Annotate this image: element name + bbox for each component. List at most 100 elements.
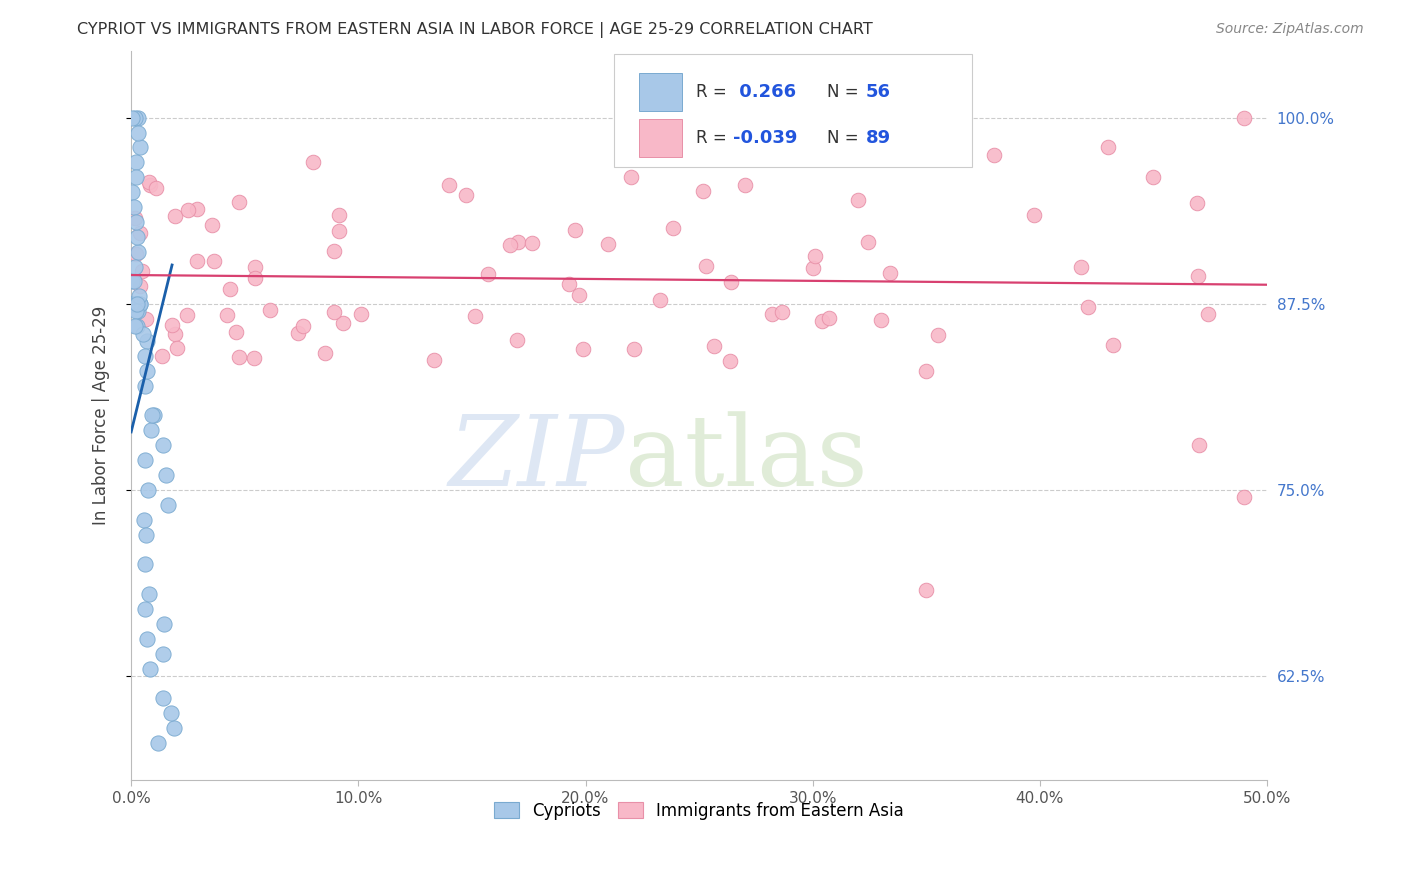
Point: [692, 184, 714, 198]
Point: [1188, 438, 1211, 452]
Point: [125, 304, 148, 318]
Point: [132, 513, 155, 527]
Point: [292, 319, 315, 334]
Point: [186, 254, 208, 268]
Point: [718, 354, 741, 368]
Point: [139, 423, 162, 437]
Point: [122, 275, 145, 289]
Point: [136, 483, 159, 497]
Point: [124, 111, 146, 125]
Point: [125, 297, 148, 311]
Point: [218, 282, 240, 296]
Point: [127, 244, 149, 259]
Point: [138, 587, 160, 601]
Point: [125, 155, 148, 169]
Point: [127, 111, 149, 125]
Point: [127, 126, 149, 140]
Point: [869, 313, 891, 327]
Point: [125, 246, 148, 260]
Point: [127, 229, 149, 244]
Point: [146, 736, 169, 750]
Point: [134, 453, 156, 467]
Text: R =: R =: [696, 83, 731, 102]
Point: [1197, 307, 1219, 321]
Point: [734, 178, 756, 192]
Point: [520, 236, 543, 251]
Point: [202, 254, 225, 268]
Point: [437, 178, 460, 192]
Text: CYPRIOT VS IMMIGRANTS FROM EASTERN ASIA IN LABOR FORCE | AGE 25-29 CORRELATION C: CYPRIOT VS IMMIGRANTS FROM EASTERN ASIA …: [77, 22, 873, 38]
Text: 56: 56: [866, 83, 891, 102]
Point: [121, 111, 143, 125]
Point: [131, 264, 153, 278]
Point: [322, 305, 344, 319]
Point: [166, 341, 188, 355]
Point: [568, 288, 591, 302]
Point: [703, 338, 725, 352]
Point: [125, 215, 148, 229]
Point: [132, 326, 155, 341]
Point: [129, 140, 152, 154]
Point: [155, 468, 177, 483]
Point: [122, 297, 145, 311]
Point: [314, 346, 336, 360]
Point: [163, 721, 186, 735]
Point: [259, 303, 281, 318]
Point: [124, 319, 146, 334]
Point: [124, 297, 146, 311]
Point: [152, 616, 174, 631]
Point: [287, 326, 309, 340]
Point: [558, 277, 581, 292]
Point: [122, 297, 145, 311]
Point: [801, 260, 824, 275]
Y-axis label: In Labor Force | Age 25-29: In Labor Force | Age 25-29: [93, 306, 110, 525]
Point: [1077, 300, 1099, 314]
Text: N =: N =: [828, 129, 865, 147]
Point: [818, 310, 841, 325]
Point: [648, 293, 671, 307]
Text: 0.266: 0.266: [733, 83, 796, 102]
Point: [508, 235, 530, 249]
Point: [176, 308, 198, 322]
Point: [150, 349, 173, 363]
Point: [242, 351, 264, 365]
Point: [243, 260, 266, 274]
Point: [157, 498, 180, 512]
Point: [134, 602, 156, 616]
Point: [1233, 491, 1256, 505]
Point: [323, 244, 346, 258]
Point: [332, 316, 354, 330]
Point: [499, 238, 522, 252]
Point: [506, 334, 529, 348]
Point: [121, 185, 143, 199]
Point: [1070, 260, 1092, 274]
Point: [142, 409, 165, 423]
Point: [125, 297, 148, 311]
Legend: Cypriots, Immigrants from Eastern Asia: Cypriots, Immigrants from Eastern Asia: [488, 796, 911, 827]
Point: [1102, 338, 1125, 352]
Point: [720, 275, 742, 289]
Point: [129, 278, 152, 293]
Point: [225, 325, 247, 339]
Text: N =: N =: [828, 83, 865, 102]
Point: [125, 170, 148, 185]
Point: [328, 224, 350, 238]
Point: [620, 170, 643, 185]
Point: [695, 259, 717, 273]
Point: [846, 193, 869, 207]
Point: [810, 314, 832, 328]
Point: [124, 211, 146, 226]
Point: [152, 691, 174, 706]
Point: [139, 178, 162, 192]
Point: [804, 249, 827, 263]
Point: [422, 353, 444, 368]
Text: -0.039: -0.039: [733, 129, 797, 147]
Point: [128, 297, 150, 311]
Point: [120, 297, 142, 311]
Point: [124, 260, 146, 274]
Point: [134, 558, 156, 572]
Point: [129, 226, 152, 240]
Point: [915, 364, 938, 378]
FancyBboxPatch shape: [614, 54, 972, 168]
Point: [571, 342, 593, 356]
